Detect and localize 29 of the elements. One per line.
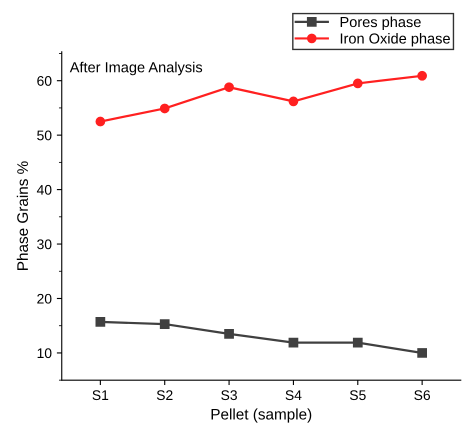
y-tick-label: 40 bbox=[36, 184, 52, 195]
y-axis-title: Phase Grains % bbox=[16, 161, 28, 270]
x-tick-label: S4 bbox=[286, 390, 302, 400]
point bbox=[160, 319, 170, 329]
point bbox=[288, 96, 298, 106]
y-tick-label: 10 bbox=[38, 348, 52, 358]
x-tick-label: S3 bbox=[221, 390, 237, 400]
legend-label: Iron Oxide phase bbox=[340, 32, 450, 47]
point bbox=[288, 338, 298, 348]
legend-label: Pores phase bbox=[340, 16, 421, 30]
annotation: After Image Analysis bbox=[70, 62, 202, 76]
y-tick-label: 60 bbox=[37, 76, 52, 86]
x-axis-title: Pellet (sample) bbox=[212, 408, 312, 423]
y-tick-label: 30 bbox=[37, 239, 52, 250]
y-tick-label: 20 bbox=[37, 294, 52, 304]
point bbox=[352, 78, 363, 88]
point bbox=[224, 329, 234, 339]
point bbox=[96, 317, 106, 327]
point bbox=[352, 338, 363, 348]
x-tick-label: S5 bbox=[350, 390, 366, 400]
point bbox=[160, 104, 170, 114]
point bbox=[224, 82, 234, 92]
point bbox=[417, 348, 427, 358]
y-tick-label: 50 bbox=[37, 130, 52, 140]
point bbox=[96, 116, 106, 126]
point bbox=[417, 70, 427, 81]
x-tick-label: S2 bbox=[156, 390, 173, 400]
x-tick-label: S1 bbox=[92, 390, 108, 400]
x-tick-label: S6 bbox=[414, 390, 430, 400]
